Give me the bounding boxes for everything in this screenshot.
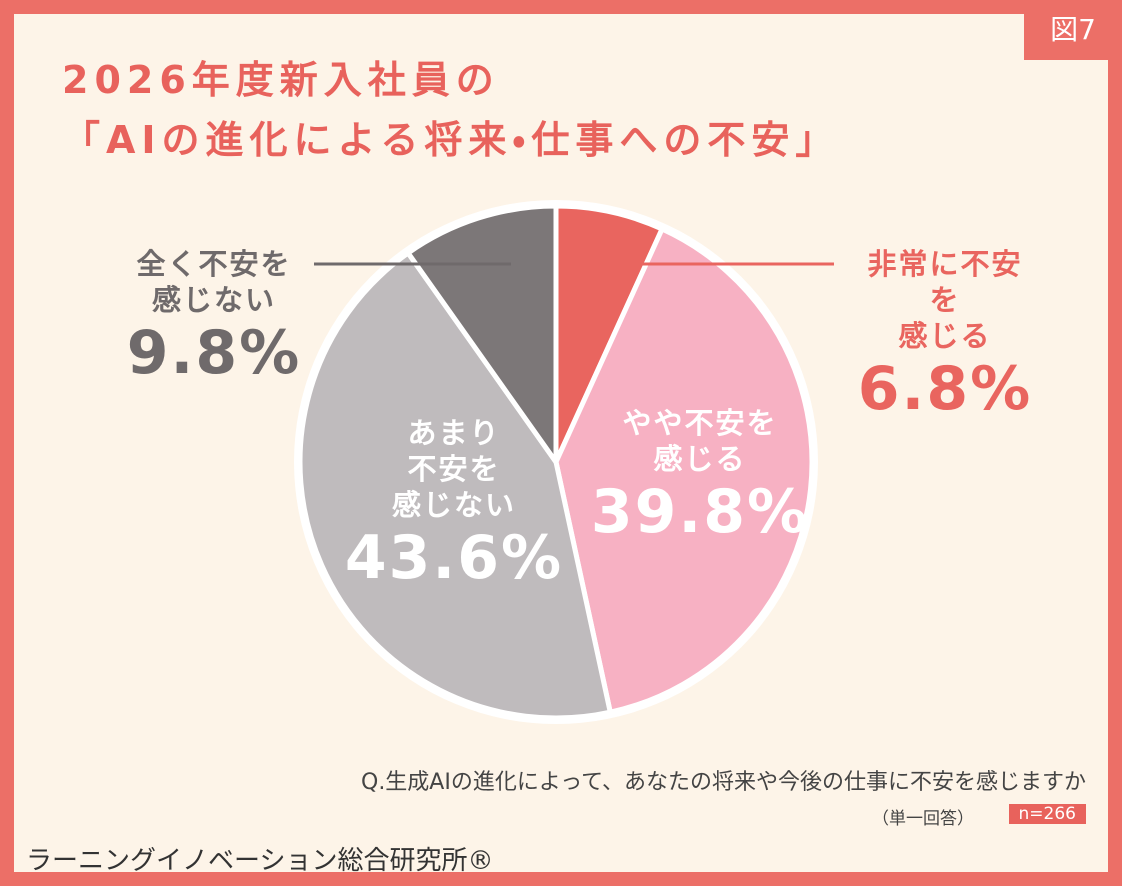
value-label: 39.8% bbox=[590, 477, 810, 547]
slice-label: 非常に不安を 感じる 6.8% bbox=[858, 246, 1032, 424]
slice-label: あまり 不安を 感じない 43.6% bbox=[345, 415, 563, 593]
question: Q.生成AIの進化によって、あなたの将来や今後の仕事に不安を感じますか bbox=[361, 770, 1086, 795]
category-label: 非常に不安を 感じる bbox=[867, 247, 1023, 353]
category-label: 全く不安を 感じない bbox=[136, 247, 292, 317]
pie-slice bbox=[405, 203, 559, 465]
value-label: 43.6% bbox=[344, 523, 564, 593]
value-label: 9.8% bbox=[126, 318, 302, 388]
category-label: やや不安を 感じる bbox=[622, 406, 778, 476]
value-label: 6.8% bbox=[857, 354, 1033, 424]
pie-slice bbox=[297, 250, 613, 721]
note: （単一回答） bbox=[872, 809, 974, 829]
category-label: あまり 不安を 感じない bbox=[391, 416, 516, 522]
figure-label: 図7 bbox=[1024, 0, 1122, 60]
sample-size: n=266 bbox=[1008, 804, 1086, 824]
slice-label: 全く不安を 感じない 9.8% bbox=[127, 246, 301, 388]
slice-label: やや不安を 感じる 39.8% bbox=[591, 405, 809, 547]
pie-slice bbox=[553, 226, 815, 715]
source: ラーニングイノベーション総合研究所® bbox=[26, 846, 494, 876]
chart-title: 2026年度新入社員の 「AIの進化による将来・仕事への不安」 bbox=[62, 58, 840, 162]
